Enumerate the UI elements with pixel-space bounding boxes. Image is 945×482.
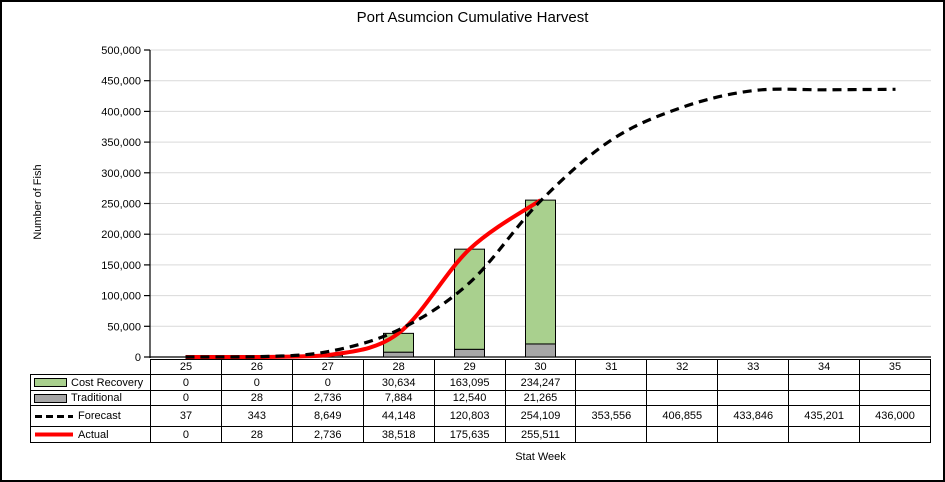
legend-label: Cost Recovery bbox=[71, 376, 144, 389]
chart-title: Port Asumcion Cumulative Harvest bbox=[356, 9, 589, 26]
value-cell: 435,201 bbox=[788, 405, 861, 427]
legend-swatch-forecast bbox=[35, 414, 73, 418]
value-cell bbox=[575, 390, 648, 406]
bar-segment-cost-recovery bbox=[454, 248, 485, 350]
value-cell: 353,556 bbox=[575, 405, 648, 427]
y-tick-label: 100,000 bbox=[101, 291, 141, 303]
value-cell: 30,634 bbox=[362, 374, 435, 391]
forecast-line bbox=[185, 87, 896, 359]
value-cell bbox=[646, 374, 719, 391]
value-cell: 28 bbox=[220, 390, 293, 406]
legend-label: Traditional bbox=[71, 392, 122, 404]
y-tick-label: 400,000 bbox=[101, 106, 141, 118]
y-tick-label: 0 bbox=[135, 352, 141, 364]
value-cell bbox=[646, 390, 719, 406]
value-cell: 8,649 bbox=[291, 405, 364, 427]
value-cell: 433,846 bbox=[717, 405, 790, 427]
table-row-cost-recovery: Cost Recovery 0 0 0 30,634 163,095 234,247 bbox=[30, 374, 931, 391]
value-cell bbox=[859, 390, 931, 406]
value-cell: 2,736 bbox=[291, 390, 364, 406]
value-cell: 436,000 bbox=[859, 405, 931, 427]
value-cell bbox=[717, 390, 790, 406]
legend-cell: Forecast bbox=[30, 405, 151, 427]
value-cell: 0 bbox=[150, 374, 222, 391]
table-row-actual: Actual 0 28 2,736 38,518 175,635 255,511 bbox=[30, 426, 931, 443]
legend-cell: Traditional bbox=[30, 390, 151, 406]
value-cell: 0 bbox=[150, 426, 222, 443]
value-cell: 163,095 bbox=[433, 374, 506, 391]
legend-swatch-cost-recovery bbox=[34, 378, 67, 387]
value-cell bbox=[859, 426, 931, 443]
value-cell: 0 bbox=[220, 374, 293, 391]
value-cell: 0 bbox=[150, 390, 222, 406]
bar-segment-cost-recovery bbox=[383, 332, 414, 353]
actual-line bbox=[185, 198, 542, 360]
value-cell bbox=[717, 426, 790, 443]
value-cell bbox=[575, 426, 648, 443]
table-row-traditional: Traditional 0 28 2,736 7,884 12,540 21,265 bbox=[30, 390, 931, 406]
value-cell: 255,511 bbox=[504, 426, 577, 443]
value-cell bbox=[788, 374, 861, 391]
legend-cell: Cost Recovery bbox=[30, 374, 151, 391]
week-header-cell: 27 bbox=[291, 359, 364, 375]
table-row-forecast: Forecast 37 343 8,649 44,148 120,803 254,109 35… bbox=[30, 405, 931, 427]
week-header-cell: 29 bbox=[433, 359, 506, 375]
legend-cell: Actual bbox=[30, 426, 151, 443]
value-cell bbox=[788, 426, 861, 443]
legend-label: Actual bbox=[78, 428, 109, 441]
value-cell: 21,265 bbox=[504, 390, 577, 406]
value-cell: 12,540 bbox=[433, 390, 506, 406]
week-header-cell: 32 bbox=[646, 359, 719, 375]
week-header-cell: 28 bbox=[362, 359, 435, 375]
bar-segment-cost-recovery bbox=[525, 199, 556, 345]
value-cell: 0 bbox=[291, 374, 364, 391]
data-table: 25 26 27 28 29 30 31 32 33 34 35 Cost Recovery 0 0 0 30… bbox=[30, 359, 931, 443]
x-axis-title: Stat Week bbox=[515, 451, 566, 463]
value-cell: 44,148 bbox=[362, 405, 435, 427]
y-tick-label: 300,000 bbox=[101, 168, 141, 180]
bar-segment-traditional bbox=[454, 348, 485, 358]
y-tick-label: 350,000 bbox=[101, 137, 141, 149]
value-cell: 38,518 bbox=[362, 426, 435, 443]
value-cell: 28 bbox=[220, 426, 293, 443]
value-cell: 7,884 bbox=[362, 390, 435, 406]
value-cell: 254,109 bbox=[504, 405, 577, 427]
week-header-cell: 34 bbox=[788, 359, 861, 375]
y-tick-label: 200,000 bbox=[101, 229, 141, 241]
week-header-cell: 35 bbox=[859, 359, 931, 375]
week-header-cell: 30 bbox=[504, 359, 577, 375]
value-cell bbox=[717, 374, 790, 391]
value-cell: 37 bbox=[150, 405, 222, 427]
week-header-cell: 25 bbox=[150, 359, 222, 375]
bar-segment-traditional bbox=[525, 343, 556, 358]
value-cell: 234,247 bbox=[504, 374, 577, 391]
y-tick-label: 150,000 bbox=[101, 260, 141, 272]
value-cell: 120,803 bbox=[433, 405, 506, 427]
y-tick-label: 250,000 bbox=[101, 199, 141, 211]
y-tick-label: 500,000 bbox=[101, 45, 141, 57]
y-tick-label: 450,000 bbox=[101, 76, 141, 88]
bar-segment-traditional bbox=[383, 351, 414, 358]
week-header-row: 25 26 27 28 29 30 31 32 33 34 35 bbox=[31, 359, 931, 375]
week-header-cell: 31 bbox=[575, 359, 648, 375]
week-header-cell: 26 bbox=[220, 359, 293, 375]
value-cell: 406,855 bbox=[646, 405, 719, 427]
value-cell: 343 bbox=[220, 405, 293, 427]
legend-swatch-traditional bbox=[34, 393, 67, 403]
legend-swatch-actual bbox=[35, 432, 73, 437]
y-tick-label: 50,000 bbox=[107, 321, 141, 333]
value-cell: 175,635 bbox=[433, 426, 506, 443]
value-cell: 2,736 bbox=[291, 426, 364, 443]
value-cell bbox=[575, 374, 648, 391]
table-corner-cell bbox=[31, 360, 151, 375]
value-cell bbox=[859, 374, 931, 391]
value-cell bbox=[646, 426, 719, 443]
week-header-cell: 33 bbox=[717, 359, 790, 375]
legend-label: Forecast bbox=[78, 410, 121, 422]
value-cell bbox=[788, 390, 861, 406]
